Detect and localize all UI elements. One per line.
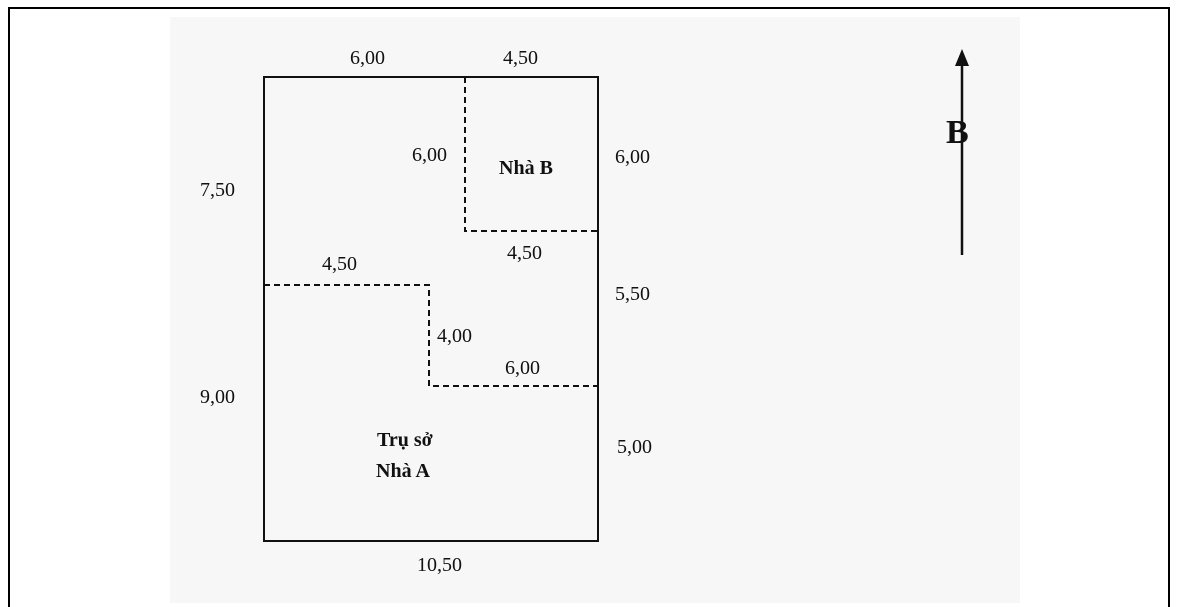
dim-top-right: 4,50 <box>503 47 538 69</box>
dim-top-left: 6,00 <box>350 47 385 69</box>
dim-step-height: 4,00 <box>437 325 472 347</box>
dim-right-upper: 6,00 <box>615 146 650 168</box>
house-a-boundary <box>264 284 598 387</box>
label-house-b: Nhà B <box>499 157 553 179</box>
house-b-boundary <box>464 77 598 232</box>
dim-right-middle: 5,50 <box>615 283 650 305</box>
dim-left-lower: 9,00 <box>200 386 235 408</box>
dim-bottom: 10,50 <box>417 554 462 576</box>
label-office-line1: Trụ sở <box>377 429 433 451</box>
plot-boundary <box>263 76 599 542</box>
north-letter: B <box>946 114 969 151</box>
dim-left-upper: 7,50 <box>200 179 235 201</box>
dim-house-b-width: 4,50 <box>507 242 542 264</box>
dim-right-lower: 5,00 <box>617 436 652 458</box>
label-office-line2: Nhà A <box>376 460 430 482</box>
north-arrow-head-icon <box>955 49 969 66</box>
dim-house-b-height: 6,00 <box>412 144 447 166</box>
dim-step-right-width: 6,00 <box>505 357 540 379</box>
dim-step-left-width: 4,50 <box>322 253 357 275</box>
paper-background <box>170 17 1020 603</box>
